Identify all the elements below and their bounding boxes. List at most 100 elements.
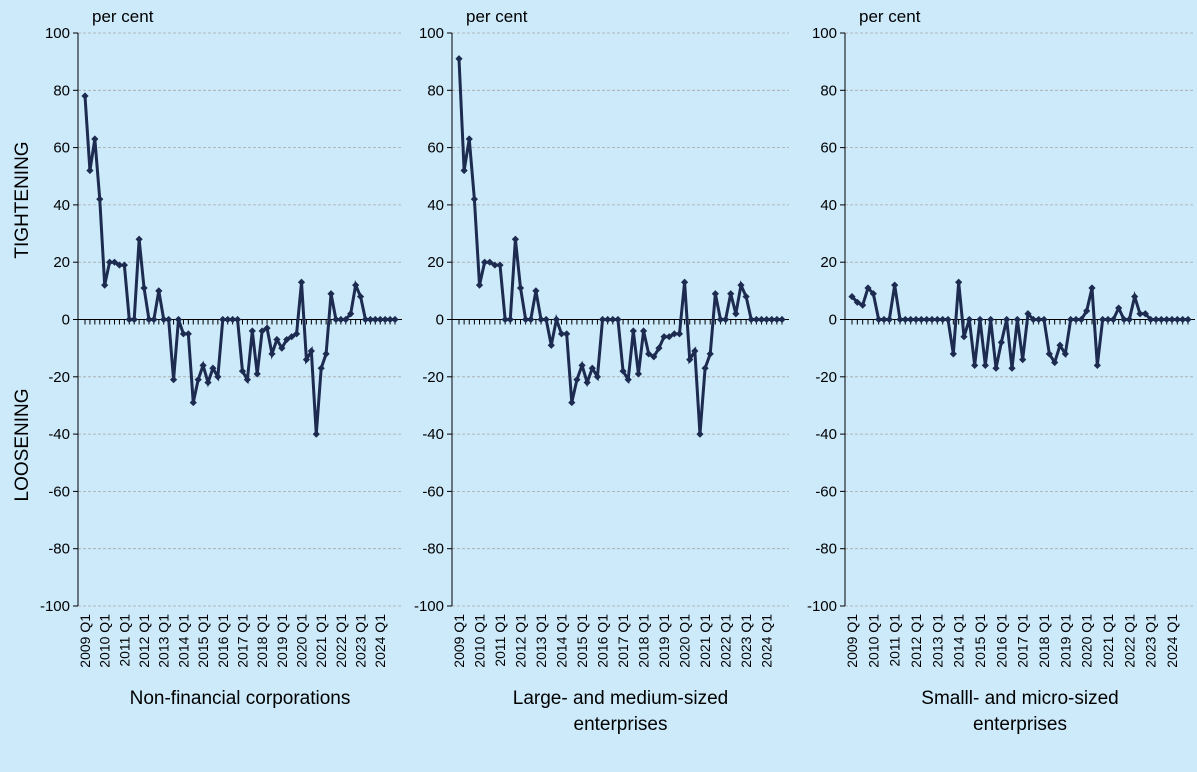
point-marker bbox=[547, 341, 555, 349]
point-marker bbox=[1093, 361, 1101, 369]
x-tick-label: 2010 Q1 bbox=[865, 614, 881, 668]
y-tick-label: 0 bbox=[829, 312, 837, 329]
point-marker bbox=[650, 353, 658, 361]
point-marker bbox=[174, 315, 183, 324]
point-marker bbox=[928, 315, 936, 324]
point-marker bbox=[987, 315, 995, 324]
point-marker bbox=[578, 361, 586, 369]
point-marker bbox=[691, 347, 699, 355]
point-marker bbox=[1051, 358, 1059, 367]
point-marker bbox=[511, 235, 519, 243]
x-tick-label: 2018 Q1 bbox=[254, 614, 270, 668]
point-marker bbox=[1120, 315, 1128, 324]
point-marker bbox=[347, 310, 355, 318]
point-marker bbox=[609, 315, 617, 324]
point-marker bbox=[619, 367, 627, 375]
point-marker bbox=[853, 298, 861, 306]
x-tick-label: 2020 Q1 bbox=[1079, 614, 1095, 668]
point-marker bbox=[971, 361, 979, 369]
point-marker bbox=[1131, 292, 1139, 301]
point-marker bbox=[366, 315, 374, 324]
point-marker bbox=[386, 315, 394, 324]
point-marker bbox=[292, 330, 301, 338]
point-marker bbox=[645, 350, 653, 358]
y-tick-label: -40 bbox=[48, 426, 70, 443]
point-marker bbox=[864, 284, 872, 292]
point-marker bbox=[981, 361, 989, 369]
axis-annotation: LOOSENING bbox=[12, 389, 33, 502]
point-marker bbox=[923, 315, 931, 324]
point-marker bbox=[120, 261, 128, 269]
point-marker bbox=[110, 258, 119, 266]
point-marker bbox=[233, 315, 242, 324]
x-tick-label: 2016 Q1 bbox=[215, 614, 231, 668]
point-marker bbox=[297, 278, 306, 286]
x-tick-label: 2019 Q1 bbox=[656, 614, 672, 668]
point-marker bbox=[1099, 315, 1107, 324]
point-marker bbox=[356, 292, 365, 301]
point-marker bbox=[1072, 315, 1080, 324]
point-marker bbox=[391, 315, 399, 324]
point-marker bbox=[101, 281, 109, 289]
point-marker bbox=[992, 364, 1000, 372]
point-marker bbox=[460, 166, 468, 175]
point-marker bbox=[532, 287, 540, 295]
point-marker bbox=[527, 315, 535, 324]
point-marker bbox=[317, 364, 325, 372]
point-marker bbox=[965, 315, 973, 324]
y-tick-label: 40 bbox=[53, 197, 70, 214]
point-marker bbox=[337, 315, 345, 324]
point-marker bbox=[665, 333, 673, 341]
point-marker bbox=[1013, 315, 1021, 324]
point-marker bbox=[1008, 364, 1016, 372]
point-marker bbox=[381, 315, 389, 324]
point-marker bbox=[470, 195, 478, 203]
point-marker bbox=[742, 292, 750, 301]
axis-annotation: TIGHTENING bbox=[12, 141, 33, 258]
y-tick-label: 40 bbox=[427, 197, 444, 214]
y-tick-label: 80 bbox=[820, 82, 837, 99]
x-tick-label: 2019 Q1 bbox=[274, 614, 290, 668]
point-marker bbox=[747, 315, 755, 324]
point-marker bbox=[939, 315, 947, 324]
x-tick-label: 2015 Q1 bbox=[972, 614, 988, 668]
point-marker bbox=[885, 315, 893, 324]
x-tick-label: 2018 Q1 bbox=[1036, 614, 1052, 668]
point-marker bbox=[243, 376, 251, 384]
x-tick-label: 2017 Q1 bbox=[234, 614, 250, 668]
point-marker bbox=[629, 327, 637, 335]
point-marker bbox=[1083, 307, 1091, 315]
point-marker bbox=[491, 261, 499, 269]
point-marker bbox=[917, 315, 925, 324]
x-tick-label: 2022 Q1 bbox=[718, 614, 734, 668]
point-marker bbox=[542, 315, 550, 324]
point-marker bbox=[189, 398, 197, 407]
point-marker bbox=[229, 315, 237, 324]
y-tick-label: -100 bbox=[807, 598, 837, 615]
point-marker bbox=[912, 315, 920, 324]
point-marker bbox=[327, 290, 335, 298]
point-marker bbox=[907, 315, 915, 324]
series-line bbox=[850, 282, 1188, 369]
x-tick-label: 2010 Q1 bbox=[97, 614, 113, 668]
x-tick-label: 2021 Q1 bbox=[313, 614, 329, 668]
point-marker bbox=[501, 315, 509, 324]
point-marker bbox=[711, 290, 719, 298]
point-marker bbox=[258, 327, 266, 335]
point-marker bbox=[1173, 315, 1181, 324]
x-tick-label: 2016 Q1 bbox=[595, 614, 611, 668]
point-marker bbox=[537, 315, 545, 324]
point-marker bbox=[573, 376, 581, 384]
x-tick-label: 2009 Q1 bbox=[844, 614, 860, 668]
point-marker bbox=[302, 356, 311, 364]
point-marker bbox=[686, 356, 694, 364]
y-tick-label: 100 bbox=[812, 25, 837, 42]
point-marker bbox=[1035, 315, 1043, 324]
point-marker bbox=[278, 344, 286, 352]
x-tick-label: 2013 Q1 bbox=[533, 614, 549, 668]
point-marker bbox=[125, 315, 133, 324]
point-marker bbox=[376, 315, 384, 324]
point-marker bbox=[976, 315, 984, 324]
point-marker bbox=[1003, 315, 1011, 324]
y-tick-label: -80 bbox=[422, 541, 444, 558]
